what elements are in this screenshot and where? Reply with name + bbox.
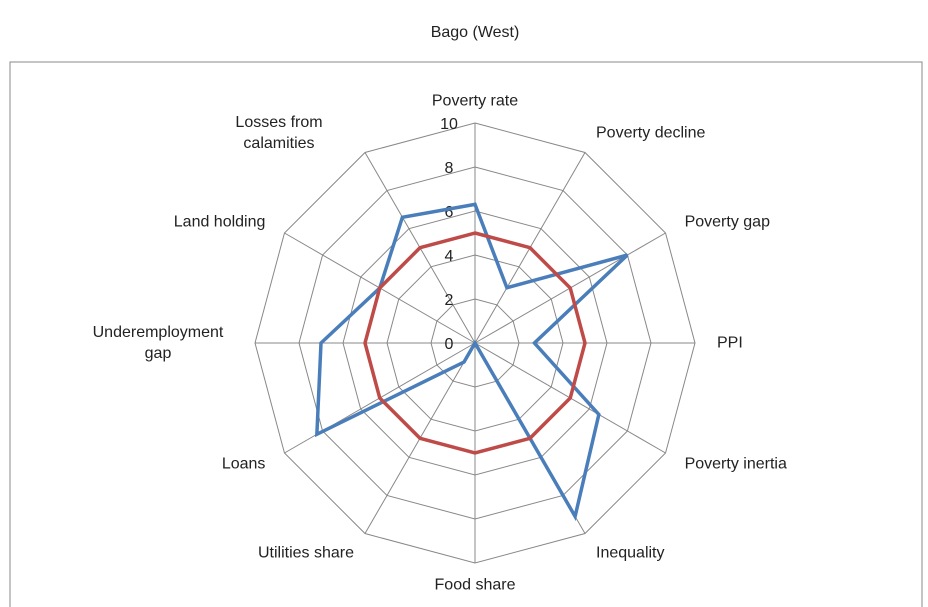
y-tick-label: 8 bbox=[445, 160, 454, 177]
chart-frame bbox=[9, 61, 923, 607]
category-label: Losses from calamities bbox=[235, 114, 323, 153]
category-label: Underemployment gap bbox=[92, 324, 224, 362]
category-label: Loans bbox=[221, 455, 266, 473]
category-label: Utilities share bbox=[257, 544, 354, 562]
category-label: Inequality bbox=[596, 544, 665, 562]
category-label: Poverty decline bbox=[596, 124, 706, 142]
series-line bbox=[363, 231, 587, 455]
y-tick-label: 0 bbox=[445, 336, 454, 353]
y-tick-label: 6 bbox=[445, 204, 454, 221]
category-label: Food share bbox=[434, 576, 516, 594]
chart-title: Bago (West) bbox=[431, 24, 520, 41]
category-label: Poverty rate bbox=[431, 92, 519, 110]
category-label: Poverty inertia bbox=[684, 455, 787, 473]
y-tick-label: 10 bbox=[440, 116, 458, 133]
category-label: Poverty gap bbox=[684, 213, 770, 231]
category-label: Land holding bbox=[173, 213, 266, 231]
y-tick-label: 4 bbox=[445, 248, 454, 265]
category-label: PPI bbox=[717, 334, 743, 352]
y-tick-label: 2 bbox=[445, 292, 454, 309]
